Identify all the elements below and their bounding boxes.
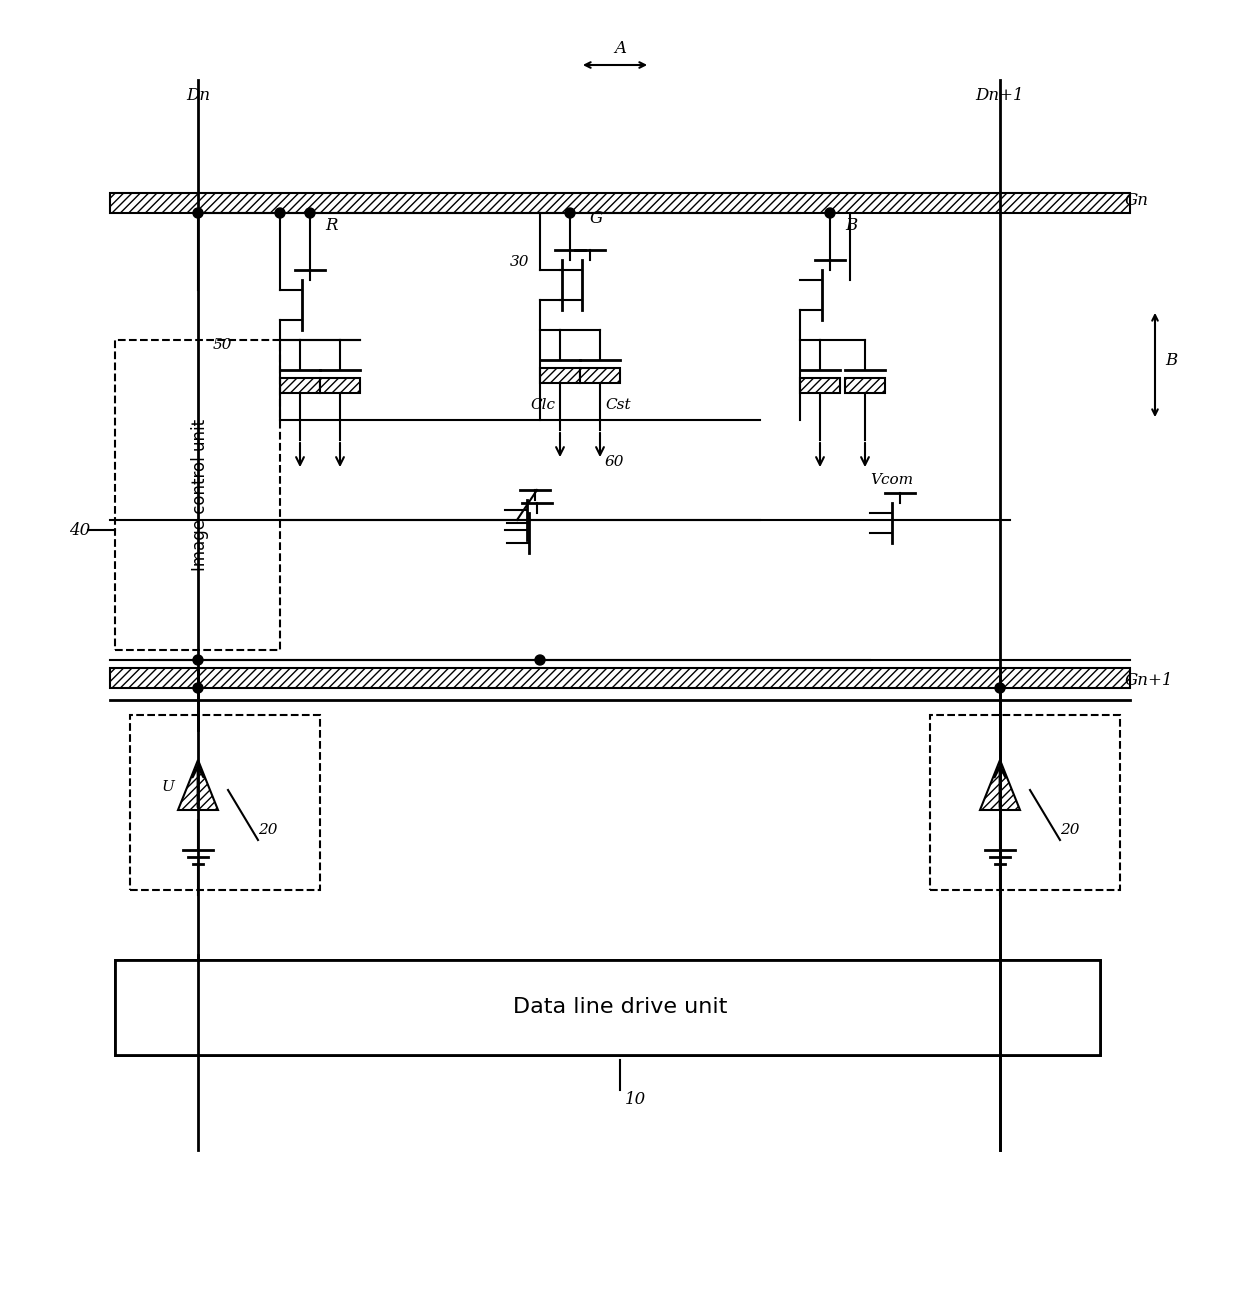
Circle shape: [565, 207, 575, 218]
Circle shape: [193, 655, 203, 666]
Bar: [844, 378, 885, 393]
Bar: [110, 193, 1130, 213]
Bar: [580, 368, 620, 382]
Bar: [280, 378, 320, 393]
Text: B: B: [1166, 351, 1177, 368]
Bar: [110, 668, 1130, 688]
Text: Cst: Cst: [605, 398, 631, 412]
Text: Dn+1: Dn+1: [976, 86, 1024, 103]
Polygon shape: [179, 760, 218, 810]
Bar: [130, 715, 320, 890]
Text: A: A: [614, 39, 626, 56]
Circle shape: [193, 207, 203, 218]
Bar: [115, 960, 1100, 1054]
Text: Image control unit: Image control unit: [191, 419, 210, 572]
Text: Clc: Clc: [529, 398, 556, 412]
Text: 40: 40: [69, 522, 91, 539]
Text: 20: 20: [258, 823, 278, 837]
Text: 20: 20: [1060, 823, 1080, 837]
Circle shape: [534, 655, 546, 666]
Bar: [539, 368, 580, 382]
Text: Data line drive unit: Data line drive unit: [513, 997, 727, 1017]
Bar: [115, 341, 280, 650]
Text: 10: 10: [625, 1091, 646, 1108]
Circle shape: [275, 207, 285, 218]
Text: Vcom: Vcom: [870, 472, 913, 487]
Text: R: R: [325, 217, 337, 234]
Circle shape: [825, 207, 835, 218]
Text: Dn: Dn: [186, 86, 210, 103]
Polygon shape: [980, 760, 1021, 810]
Bar: [800, 378, 839, 393]
Text: Gn: Gn: [1125, 192, 1149, 209]
Circle shape: [193, 683, 203, 693]
Text: Gn+1: Gn+1: [1125, 672, 1173, 689]
Text: 50: 50: [212, 338, 232, 352]
Text: G: G: [590, 210, 603, 227]
Text: 30: 30: [510, 254, 529, 269]
Text: U: U: [161, 780, 175, 793]
Bar: [115, 960, 1100, 1054]
Circle shape: [994, 683, 1004, 693]
Circle shape: [305, 207, 315, 218]
Bar: [320, 378, 360, 393]
Text: B: B: [844, 217, 857, 234]
Bar: [930, 715, 1120, 890]
Text: 60: 60: [605, 455, 625, 468]
